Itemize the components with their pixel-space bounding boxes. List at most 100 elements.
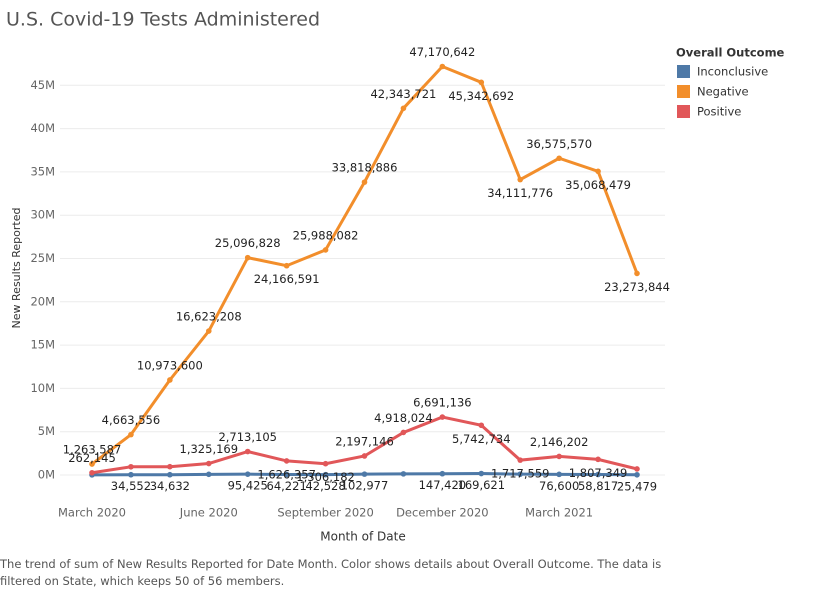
data-point — [322, 471, 329, 478]
data-label: 6,691,136 — [413, 396, 472, 410]
data-point — [478, 470, 485, 477]
data-point — [439, 414, 446, 420]
x-tick-label: June 2020 — [179, 506, 238, 520]
legend-swatch — [677, 105, 690, 118]
data-label: 2,197,146 — [335, 434, 394, 448]
y-tick-label: 20M — [30, 294, 55, 308]
data-label: 95,425 — [228, 479, 268, 493]
data-point — [205, 328, 212, 334]
data-point — [167, 471, 173, 478]
data-point — [205, 471, 212, 478]
data-point — [439, 470, 446, 477]
data-point — [361, 179, 368, 185]
data-label: 64,221 — [267, 479, 307, 493]
y-tick-label: 10M — [30, 381, 55, 395]
data-point — [283, 262, 290, 269]
data-label: 23,273,844 — [604, 280, 670, 294]
data-point — [361, 471, 368, 477]
data-label: 1,263,587 — [63, 443, 122, 457]
data-point — [595, 168, 601, 175]
y-tick-label: 5M — [38, 424, 55, 438]
data-label: 25,988,082 — [293, 228, 359, 242]
data-point — [244, 471, 251, 477]
data-label: 34,111,776 — [487, 186, 553, 200]
data-point — [634, 466, 640, 472]
y-tick-label: 40M — [30, 121, 55, 135]
x-tick-label: December 2020 — [396, 506, 489, 520]
data-label: 42,343,721 — [370, 87, 436, 101]
legend-swatch — [677, 65, 690, 78]
data-point — [244, 448, 251, 455]
y-axis-title: New Results Reported — [10, 208, 23, 329]
data-label: 2,713,105 — [218, 430, 277, 444]
data-label: 4,663,556 — [102, 413, 161, 427]
data-point — [283, 458, 290, 464]
y-tick-label: 25M — [30, 251, 55, 265]
data-label: 33,818,886 — [332, 161, 398, 175]
data-label: 45,342,692 — [448, 89, 514, 103]
y-tick-label: 0M — [38, 468, 55, 482]
data-point — [128, 431, 134, 438]
data-label: 10,973,600 — [137, 358, 203, 372]
x-tick-label: March 2020 — [58, 506, 126, 520]
data-point — [89, 469, 95, 476]
data-point — [400, 471, 407, 477]
data-label: 1,717,559 — [491, 467, 550, 481]
data-label: 2,146,202 — [530, 435, 589, 449]
data-point — [595, 456, 601, 463]
data-point — [634, 270, 640, 277]
y-tick-label: 30M — [30, 208, 55, 222]
data-label: 1,325,169 — [180, 442, 239, 456]
data-label: 47,170,642 — [409, 45, 475, 59]
legend-title: Overall Outcome — [676, 46, 785, 60]
caption: The trend of sum of New Results Reported… — [0, 557, 662, 588]
data-label: 147,420 — [419, 478, 467, 492]
data-point — [89, 461, 95, 467]
data-point — [322, 247, 329, 253]
chart-title: U.S. Covid-19 Tests Administered — [6, 9, 320, 31]
data-point — [517, 176, 524, 183]
y-tick-label: 15M — [30, 338, 55, 352]
data-label: 58,817 — [578, 479, 618, 493]
data-label: 262,145 — [68, 451, 116, 465]
legend-label: Negative — [697, 85, 749, 99]
data-point — [556, 471, 562, 478]
data-point — [595, 471, 601, 478]
legend-label: Positive — [697, 105, 741, 119]
data-label: 25,096,828 — [215, 236, 281, 250]
data-label: 5,742,734 — [452, 432, 511, 446]
data-point — [322, 460, 329, 467]
data-point — [400, 429, 407, 436]
data-point — [478, 422, 485, 429]
data-label: 42,528 — [305, 479, 345, 493]
data-point — [634, 471, 640, 478]
data-point — [128, 463, 134, 470]
data-label: 25,479 — [617, 479, 657, 493]
data-label: 35,068,479 — [565, 178, 631, 192]
data-point — [244, 254, 251, 261]
data-label: 1,626,357 — [257, 467, 316, 481]
data-label: 34,632 — [150, 479, 190, 493]
data-point — [167, 377, 173, 383]
data-label: 76,600 — [539, 479, 579, 493]
data-label: 1,807,349 — [569, 466, 628, 480]
data-label: 24,166,591 — [254, 272, 320, 286]
data-point — [361, 453, 368, 459]
data-point — [556, 453, 562, 460]
data-point — [439, 63, 446, 70]
data-point — [517, 471, 524, 477]
data-label: 34,552 — [111, 479, 151, 493]
y-tick-label: 35M — [30, 164, 55, 178]
data-point — [517, 457, 524, 463]
x-tick-label: September 2020 — [277, 506, 374, 520]
x-axis-title: Month of Date — [320, 530, 406, 544]
data-point — [556, 155, 562, 162]
data-label: 36,575,570 — [526, 137, 592, 151]
data-point — [478, 79, 485, 86]
data-label: 102,977 — [341, 479, 389, 493]
data-label: 1,306,182 — [296, 470, 355, 484]
data-label: 169,621 — [458, 478, 506, 492]
x-tick-label: March 2021 — [525, 506, 593, 520]
data-point — [205, 460, 212, 467]
